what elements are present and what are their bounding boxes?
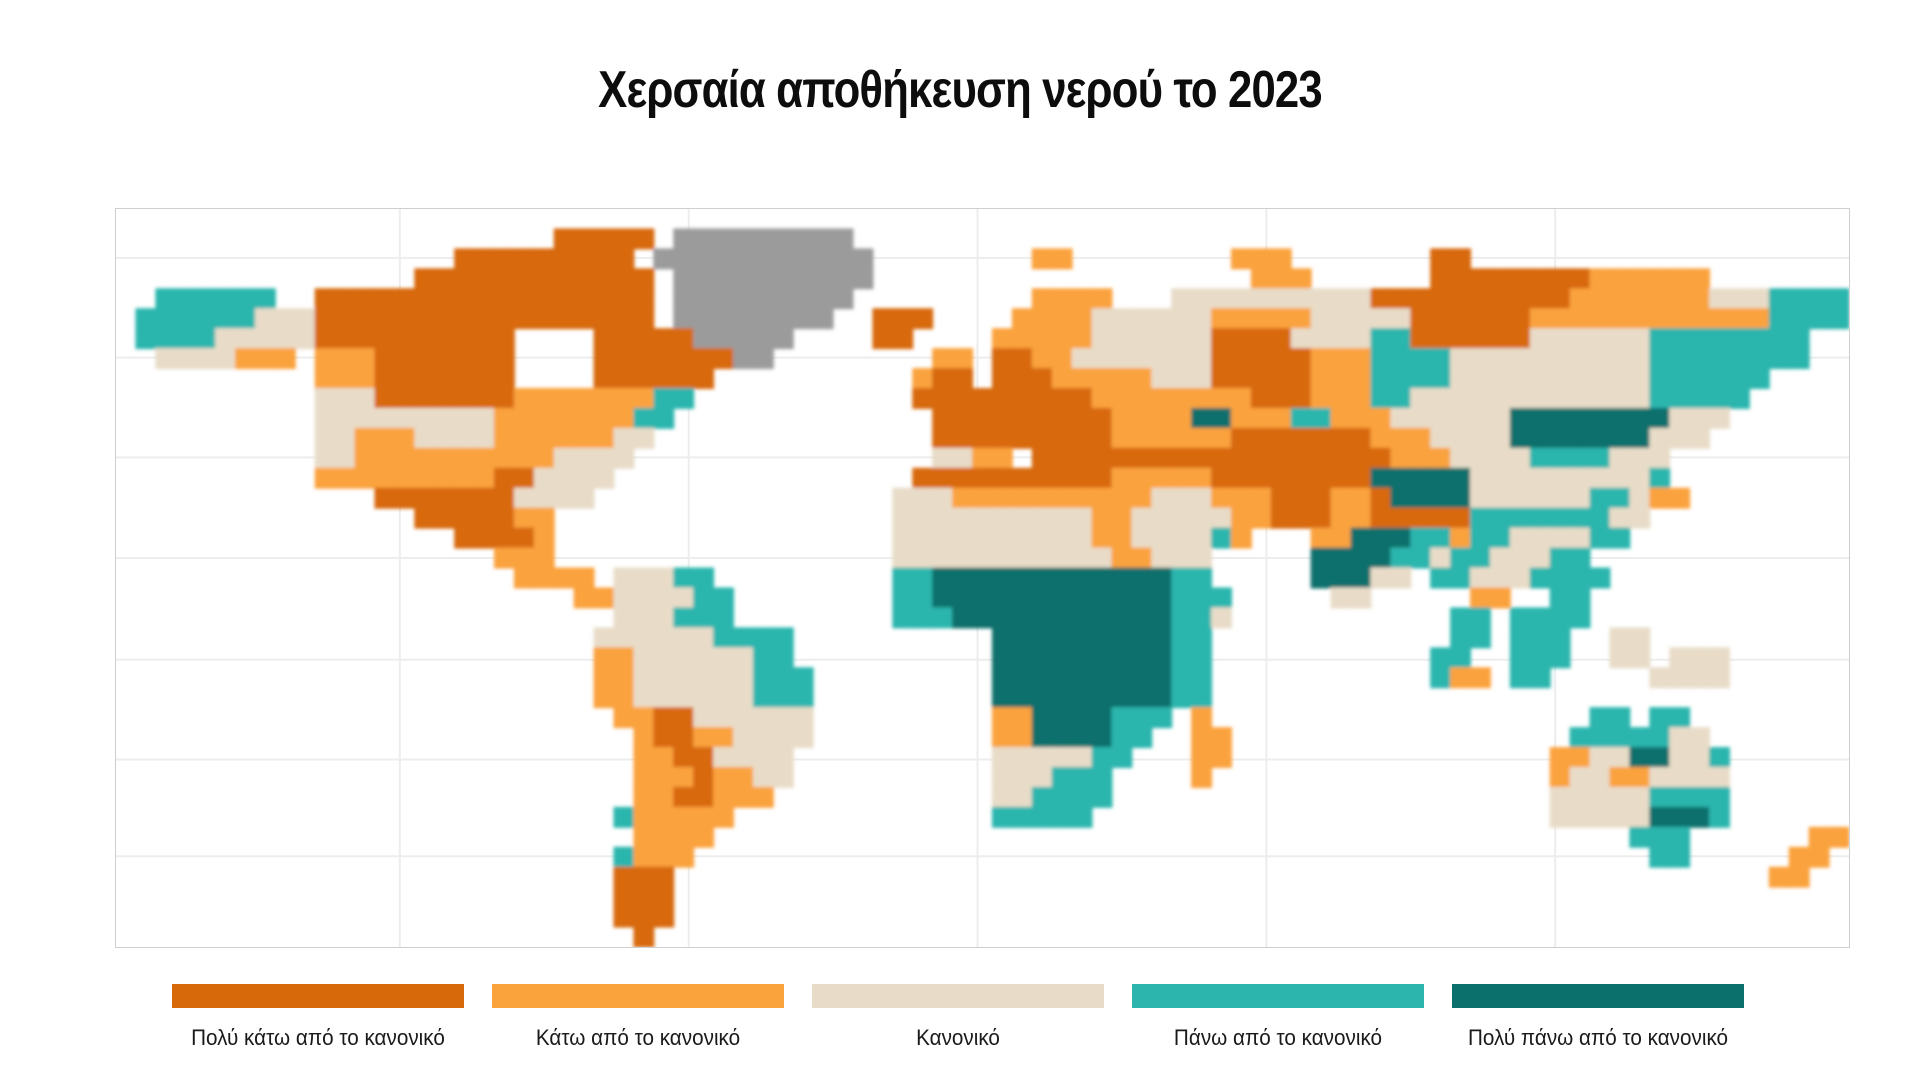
legend-swatch-below-normal (492, 984, 784, 1008)
page-title: Χερσαία αποθήκευση νερού το 2023 (598, 61, 1323, 119)
legend-item-much-below-normal: Πολύ κάτω από το κανονικό (172, 984, 464, 1051)
legend-swatch-much-above-normal (1452, 984, 1744, 1008)
legend-item-above-normal: Πάνω από το κανονικό (1132, 984, 1424, 1051)
legend-label-much-below-normal: Πολύ κάτω από το κανονικό (191, 1025, 445, 1050)
legend-swatch-normal (812, 984, 1104, 1008)
legend-label-normal: Κανονικό (916, 1025, 1000, 1050)
map-grid (135, 228, 1849, 947)
world-map (116, 209, 1849, 947)
legend-item-normal: Κανονικό (812, 984, 1104, 1051)
legend-label-much-above-normal: Πολύ πάνω από το κανονικό (1467, 1025, 1729, 1050)
world-map-panel (115, 208, 1850, 948)
legend-swatch-much-below-normal (172, 984, 464, 1008)
legend-label-below-normal: Κάτω από το κανονικό (535, 1025, 741, 1050)
legend-item-much-above-normal: Πολύ πάνω από το κανονικό (1452, 984, 1744, 1051)
legend-item-below-normal: Κάτω από το κανονικό (492, 984, 784, 1051)
legend: Πολύ κάτω από το κανονικό Κάτω από το κα… (0, 984, 1920, 1064)
legend-label-above-normal: Πάνω από το κανονικό (1173, 1025, 1383, 1050)
legend-swatch-above-normal (1132, 984, 1424, 1008)
